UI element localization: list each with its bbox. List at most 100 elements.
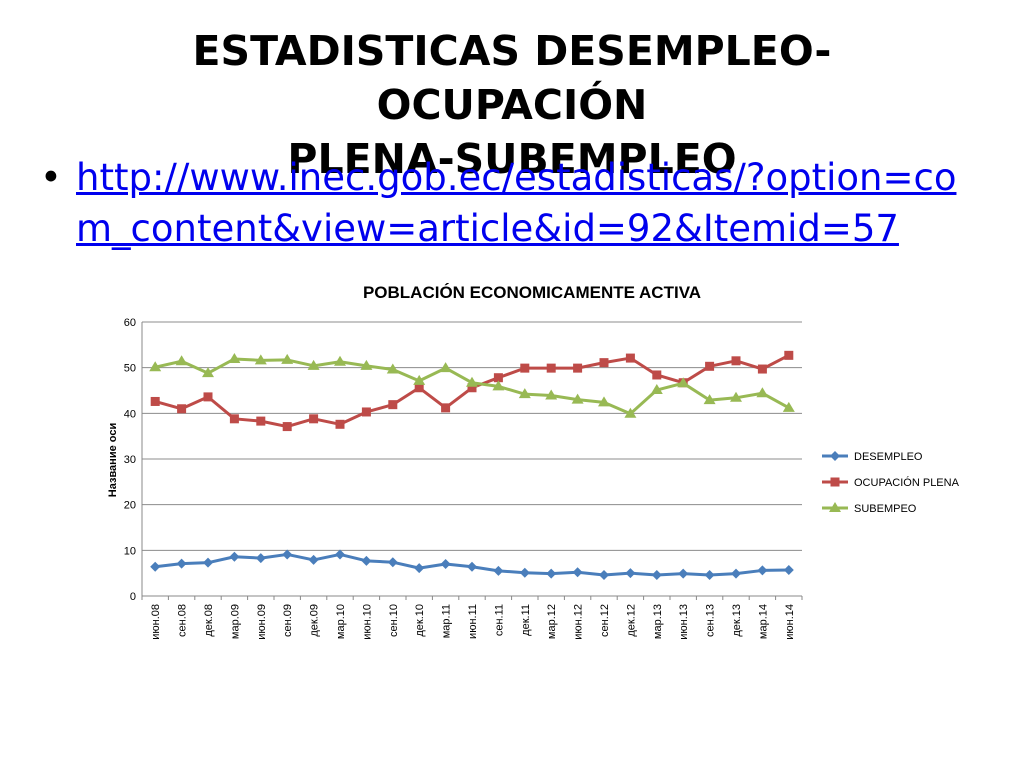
y-tick-label: 50 (124, 363, 136, 375)
x-tick-label: июн.09 (256, 604, 268, 640)
chart-title: POBLACIÓN ECONOMICAMENTE ACTIVA (363, 283, 701, 302)
data-point-subempeo (677, 377, 690, 388)
data-point-desempleo (599, 569, 609, 580)
data-point-subempeo (466, 376, 478, 387)
x-tick-label: июн.13 (678, 604, 690, 640)
x-tick-label: июн.10 (361, 604, 373, 640)
x-tick-label: сен.09 (282, 604, 294, 637)
series-desempleo (150, 549, 794, 580)
slide-title-line-1: ESTADISTICAS DESEMPLEO-OCUPACIÓN (192, 27, 832, 129)
legend-marker (830, 451, 840, 461)
x-tick-label: дек.10 (414, 604, 426, 637)
data-point-subempeo (202, 367, 214, 378)
y-tick-label: 20 (124, 500, 136, 512)
data-point-subempeo (149, 361, 162, 372)
data-point-ocupacion-plena (731, 356, 741, 366)
y-axis-label: Название оси (107, 423, 119, 497)
y-tick-label: 30 (124, 454, 136, 466)
x-tick-label: дек.09 (309, 604, 321, 637)
data-point-ocupacion-plena (256, 416, 266, 426)
data-point-ocupacion-plena (520, 363, 530, 373)
data-point-desempleo (757, 565, 768, 576)
bullet-item: • http://www.inec.gob.ec/estadisticas/?o… (40, 152, 990, 254)
data-point-ocupacion-plena (177, 404, 187, 414)
y-tick-label: 60 (124, 317, 136, 329)
source-link[interactable]: http://www.inec.gob.ec/estadisticas/?opt… (76, 156, 957, 250)
data-point-desempleo (572, 567, 583, 578)
data-point-ocupacion-plena (599, 358, 609, 368)
slide-title: ESTADISTICAS DESEMPLEO-OCUPACIÓN PLENA-S… (60, 24, 964, 186)
data-point-subempeo (254, 354, 267, 365)
data-point-ocupacion-plena (493, 373, 503, 383)
x-tick-label: июн.12 (573, 604, 585, 640)
x-tick-label: сен.10 (388, 604, 400, 637)
data-point-desempleo (546, 568, 557, 579)
data-point-subempeo (413, 374, 426, 385)
legend-label: SUBEMPEO (854, 503, 917, 515)
x-tick-label: июн.11 (467, 604, 479, 639)
data-point-ocupacion-plena (625, 353, 635, 363)
x-tick-label: мар.10 (335, 604, 347, 639)
data-point-desempleo (229, 551, 240, 562)
data-point-ocupacion-plena (203, 392, 213, 402)
y-tick-label: 40 (124, 408, 136, 420)
data-point-desempleo (704, 569, 715, 580)
data-point-desempleo (335, 549, 345, 560)
data-point-subempeo (334, 355, 346, 366)
x-tick-label: мар.12 (546, 604, 558, 639)
data-point-subempeo (307, 359, 320, 370)
data-point-ocupacion-plena (361, 407, 371, 417)
data-point-subempeo (281, 353, 294, 364)
x-tick-label: дек.13 (731, 604, 743, 637)
data-point-desempleo (440, 559, 451, 570)
legend-entry: DESEMPLEO (822, 451, 923, 463)
data-point-subempeo (386, 363, 399, 374)
data-point-ocupacion-plena (388, 400, 398, 410)
bullet-dot: • (40, 156, 62, 199)
data-point-desempleo (308, 554, 319, 565)
x-tick-label: дек.11 (520, 604, 532, 636)
x-tick-label: дек.12 (625, 604, 637, 637)
data-point-ocupacion-plena (150, 396, 160, 406)
legend-marker (830, 477, 840, 487)
data-point-desempleo (678, 568, 689, 579)
data-point-desempleo (282, 549, 293, 560)
slide-title-line-2: PLENA-SUBEMPLEO (287, 135, 737, 183)
data-point-desempleo (519, 567, 530, 578)
data-point-desempleo (493, 565, 504, 576)
x-tick-label: мар.13 (652, 604, 664, 639)
data-point-subempeo (492, 380, 505, 391)
data-point-ocupacion-plena (309, 414, 319, 424)
data-point-ocupacion-plena (414, 383, 424, 393)
x-tick-label: мар.09 (229, 604, 241, 639)
data-point-subempeo (360, 359, 373, 370)
data-point-subempeo (571, 393, 584, 404)
data-point-desempleo (176, 558, 187, 569)
data-point-desempleo (625, 568, 636, 579)
data-point-subempeo (545, 389, 558, 400)
data-point-ocupacion-plena (652, 370, 662, 380)
data-point-desempleo (783, 564, 794, 575)
data-point-ocupacion-plena (335, 419, 345, 429)
data-point-ocupacion-plena (441, 403, 451, 413)
x-tick-label: дек.08 (203, 604, 215, 637)
y-tick-label: 10 (124, 545, 136, 557)
x-tick-label: июн.14 (784, 604, 796, 640)
legend-entry: OCUPACIÓN PLENA (822, 476, 960, 489)
legend-entry: SUBEMPEO (822, 502, 917, 515)
data-point-ocupacion-plena (573, 363, 583, 373)
x-tick-label: июн.08 (150, 604, 162, 640)
data-point-subempeo (518, 388, 531, 399)
data-point-subempeo (650, 384, 663, 395)
data-point-ocupacion-plena (705, 361, 715, 371)
data-point-desempleo (731, 568, 741, 579)
data-point-desempleo (651, 569, 662, 580)
y-tick-label: 0 (130, 591, 136, 603)
data-point-desempleo (467, 561, 477, 572)
data-point-desempleo (203, 557, 213, 568)
data-point-subempeo (439, 362, 452, 373)
legend-label: OCUPACIÓN PLENA (854, 476, 960, 489)
data-point-ocupacion-plena (546, 363, 556, 373)
x-tick-label: сен.12 (599, 604, 611, 637)
legend-label: DESEMPLEO (854, 451, 923, 463)
